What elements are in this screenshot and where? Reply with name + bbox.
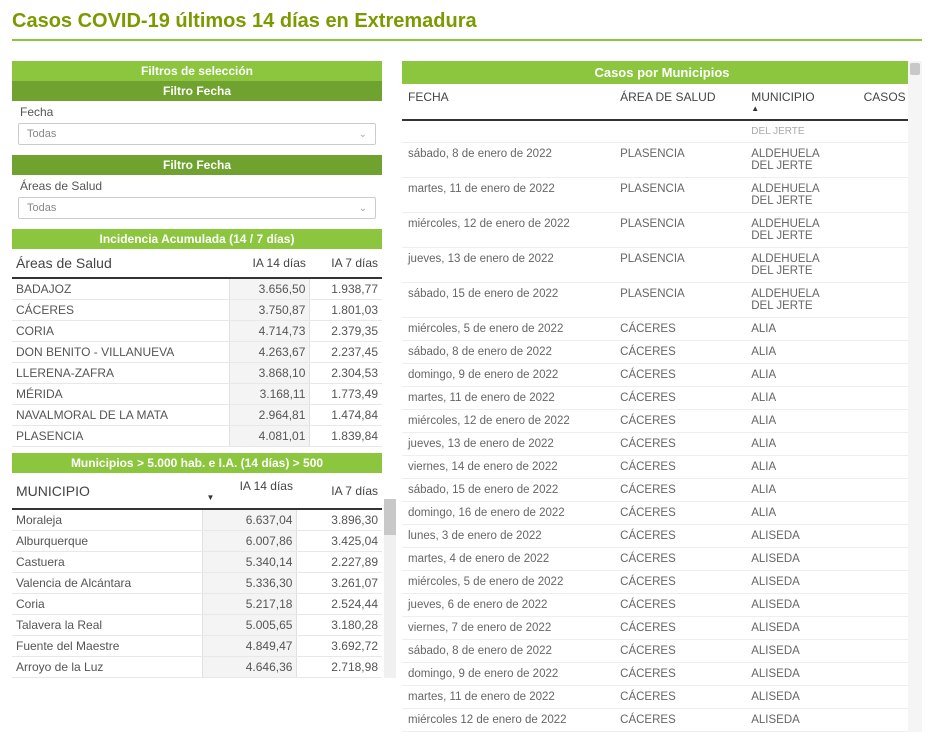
table-row[interactable]: martes, 11 de enero de 2022CÁCERESALIA5	[402, 387, 922, 410]
ia-section-header: Incidencia Acumulada (14 / 7 días)	[12, 229, 382, 249]
filter-date-header: Filtro Fecha	[12, 81, 382, 101]
right-panel: Casos por Municipios FECHAÁREA DE SALUDM…	[402, 61, 922, 732]
muni-section-header: Municipios > 5.000 hab. e I.A. (14 días)…	[12, 453, 382, 473]
muni-column-header[interactable]: MUNICIPIO	[12, 473, 202, 509]
table-row[interactable]: miércoles, 12 de enero de 2022PLASENCIAA…	[402, 213, 922, 248]
table-row[interactable]: jueves, 13 de enero de 2022PLASENCIAALDE…	[402, 248, 922, 283]
table-row[interactable]: domingo, 16 de enero de 2022CÁCERESALIA1	[402, 502, 922, 525]
table-row[interactable]: Castuera5.340,142.227,89	[12, 552, 382, 573]
table-row[interactable]: jueves, 6 de enero de 2022CÁCERESALISEDA…	[402, 594, 922, 617]
ia-column-header[interactable]: IA 14 días	[230, 249, 310, 278]
muni-column-header[interactable]: IA 14 días▼	[202, 473, 297, 509]
chevron-down-icon: ⌄	[359, 129, 367, 140]
page-title: Casos COVID-19 últimos 14 días en Extrem…	[0, 0, 934, 39]
table-row[interactable]: sábado, 8 de enero de 2022CÁCERESALIA1	[402, 341, 922, 364]
table-row[interactable]: jueves, 13 de enero de 2022CÁCERESALIA1	[402, 433, 922, 456]
table-row[interactable]: MÉRIDA3.168,111.773,49	[12, 384, 382, 405]
table-row[interactable]: Arroyo de la Luz4.646,362.718,98	[12, 657, 382, 678]
table-row[interactable]: lunes, 3 de enero de 2022CÁCERESALISEDA2	[402, 525, 922, 548]
table-row[interactable]: CÁCERES3.750,871.801,03	[12, 300, 382, 321]
table-row[interactable]: miércoles, 5 de enero de 2022CÁCERESALIS…	[402, 571, 922, 594]
table-row[interactable]: sábado, 8 de enero de 2022CÁCERESALISEDA…	[402, 640, 922, 663]
table-row[interactable]: DON BENITO - VILLANUEVA4.263,672.237,45	[12, 342, 382, 363]
filters-header: Filtros de selección	[12, 61, 382, 81]
title-divider	[12, 39, 922, 41]
ia-column-header[interactable]: Áreas de Salud	[12, 249, 230, 278]
cases-table: FECHAÁREA DE SALUDMUNICIPIO▲CASOS + DEL …	[402, 84, 922, 732]
area-dropdown[interactable]: Todas ⌄	[18, 197, 376, 219]
table-row[interactable]: NAVALMORAL DE LA MATA2.964,811.474,84	[12, 405, 382, 426]
table-row[interactable]: sábado, 15 de enero de 2022CÁCERESALIA4	[402, 479, 922, 502]
table-row[interactable]: martes, 4 de enero de 2022CÁCERESALISEDA…	[402, 548, 922, 571]
table-row[interactable]: miércoles 12 de enero de 2022CÁCERESALIS…	[402, 709, 922, 732]
date-dropdown-value: Todas	[27, 128, 56, 140]
muni-column-header[interactable]: IA 7 días	[297, 473, 382, 509]
table-row[interactable]: miércoles, 5 de enero de 2022CÁCERESALIA…	[402, 318, 922, 341]
table-row[interactable]: viernes, 14 de enero de 2022CÁCERESALIA2	[402, 456, 922, 479]
ia-column-header[interactable]: IA 7 días	[310, 249, 382, 278]
filter-area-header: Filtro Fecha	[12, 155, 382, 175]
sort-asc-icon: ▲	[751, 104, 837, 113]
table-row[interactable]: sábado, 8 de enero de 2022PLASENCIAALDEH…	[402, 143, 922, 178]
table-row[interactable]: Alburquerque6.007,863.425,04	[12, 531, 382, 552]
ia-areas-table: Áreas de SaludIA 14 díasIA 7 días BADAJO…	[12, 249, 382, 447]
muni-scrollbar[interactable]	[384, 499, 396, 678]
muni-table: MUNICIPIOIA 14 días▼IA 7 días Moraleja6.…	[12, 473, 382, 678]
table-row[interactable]: miércoles, 12 de enero de 2022CÁCERESALI…	[402, 410, 922, 433]
table-row[interactable]: martes, 11 de enero de 2022CÁCERESALISED…	[402, 686, 922, 709]
table-row-truncated: DEL JERTE	[402, 120, 922, 143]
table-row[interactable]: LLERENA-ZAFRA3.868,102.304,53	[12, 363, 382, 384]
table-row[interactable]: BADAJOZ3.656,501.938,77	[12, 278, 382, 300]
area-dropdown-value: Todas	[27, 202, 56, 214]
table-row[interactable]: Valencia de Alcántara5.336,303.261,07	[12, 573, 382, 594]
table-row[interactable]: CORIA4.714,732.379,35	[12, 321, 382, 342]
table-row[interactable]: sábado, 15 de enero de 2022PLASENCIAALDE…	[402, 283, 922, 318]
area-label: Áreas de Salud	[12, 175, 382, 195]
date-label: Fecha	[12, 101, 382, 121]
table-row[interactable]: PLASENCIA4.081,011.839,84	[12, 426, 382, 447]
cases-header: Casos por Municipios	[402, 61, 922, 84]
table-row[interactable]: Fuente del Maestre4.849,473.692,72	[12, 636, 382, 657]
cases-scrollbar[interactable]	[908, 61, 922, 732]
cases-column-header[interactable]: ÁREA DE SALUD	[614, 84, 745, 120]
table-row[interactable]: martes, 11 de enero de 2022PLASENCIAALDE…	[402, 178, 922, 213]
left-panel: Filtros de selección Filtro Fecha Fecha …	[12, 61, 382, 732]
table-row[interactable]: viernes, 7 de enero de 2022CÁCERESALISED…	[402, 617, 922, 640]
table-row[interactable]: Coria5.217,182.524,44	[12, 594, 382, 615]
sort-desc-icon: ▼	[206, 493, 293, 502]
cases-column-header[interactable]: MUNICIPIO▲	[745, 84, 843, 120]
table-row[interactable]: Moraleja6.637,043.896,30	[12, 509, 382, 531]
cases-column-header[interactable]: FECHA	[402, 84, 614, 120]
table-row[interactable]: domingo, 9 de enero de 2022CÁCERESALISED…	[402, 663, 922, 686]
table-row[interactable]: Talavera la Real5.005,653.180,28	[12, 615, 382, 636]
chevron-down-icon: ⌄	[359, 203, 367, 214]
table-row[interactable]: domingo, 9 de enero de 2022CÁCERESALIA2	[402, 364, 922, 387]
date-dropdown[interactable]: Todas ⌄	[18, 123, 376, 145]
